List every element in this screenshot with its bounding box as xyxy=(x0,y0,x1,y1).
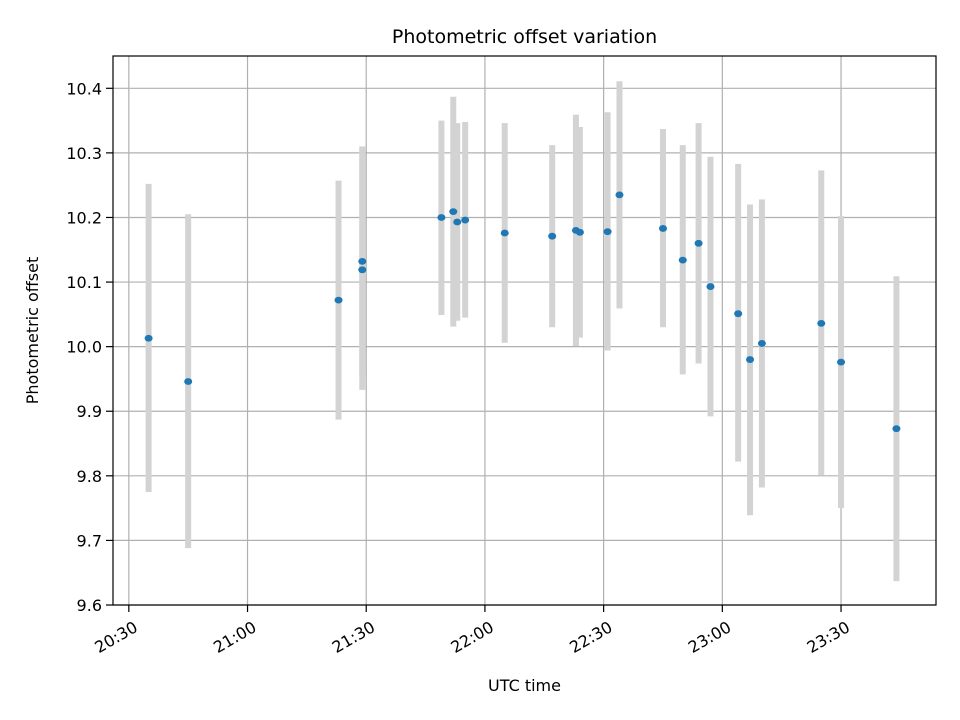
y-tick-label: 10.3 xyxy=(66,144,102,163)
data-point xyxy=(603,228,612,236)
data-point xyxy=(837,358,846,366)
y-tick-label: 10.4 xyxy=(66,79,102,98)
grid-lines xyxy=(113,56,936,606)
data-point xyxy=(746,356,755,363)
data-point xyxy=(144,334,153,342)
plot-frame xyxy=(112,55,937,606)
data-point xyxy=(449,208,458,216)
y-tick-label: 9.6 xyxy=(77,596,102,615)
data-point xyxy=(437,214,446,221)
data-point xyxy=(334,296,343,304)
x-axis-label: UTC time xyxy=(488,676,561,695)
data-point xyxy=(892,425,901,433)
data-point xyxy=(734,310,743,318)
data-point xyxy=(461,216,470,224)
data-point xyxy=(575,228,584,236)
data-point xyxy=(358,266,367,274)
y-tick-label: 10.1 xyxy=(66,273,102,292)
data-point xyxy=(706,283,715,290)
data-point xyxy=(694,239,703,247)
chart-title: Photometric offset variation xyxy=(392,26,657,48)
data-point xyxy=(358,257,367,265)
y-axis-ticks: 9.6 9.7 9.8 9.9 10.0 10.1 10.2 10.3 10.4 xyxy=(66,79,113,615)
y-axis-label: Photometric offset xyxy=(23,257,42,405)
data-point xyxy=(184,378,193,385)
y-tick-label: 9.8 xyxy=(77,467,102,486)
data-point xyxy=(658,225,667,232)
data-point xyxy=(500,229,509,237)
y-tick-label: 10.0 xyxy=(66,338,102,357)
data-point xyxy=(817,319,826,327)
data-point xyxy=(548,232,557,240)
y-tick-label: 9.9 xyxy=(77,402,102,421)
data-point xyxy=(678,256,687,264)
data-point xyxy=(453,218,462,226)
data-point xyxy=(757,340,766,347)
data-points xyxy=(144,191,901,433)
y-tick-label: 9.7 xyxy=(77,531,102,550)
y-tick-label: 10.2 xyxy=(66,208,102,227)
data-point xyxy=(615,191,624,199)
